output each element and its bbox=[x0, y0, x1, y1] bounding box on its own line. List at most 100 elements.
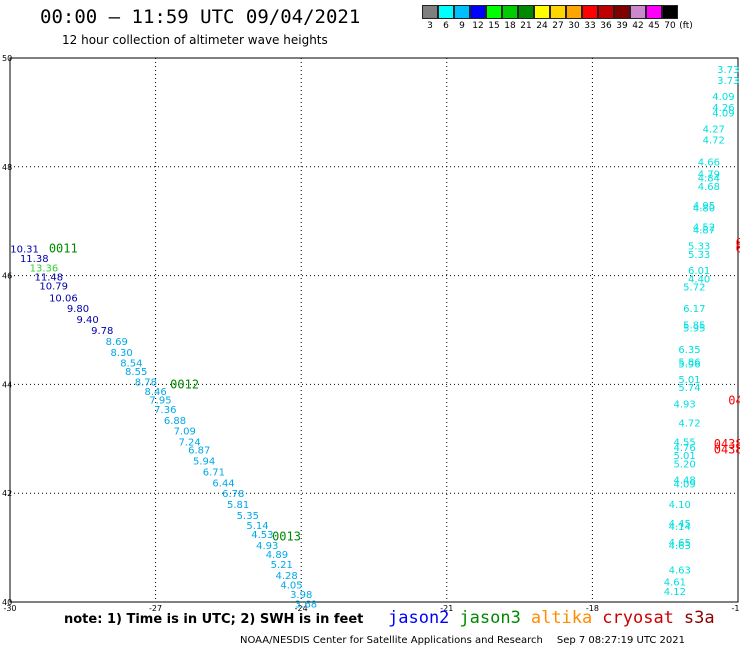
color-swatch bbox=[566, 5, 582, 19]
y-tick-label: 46 bbox=[2, 272, 12, 281]
wave-height-point: 4.40 bbox=[688, 274, 710, 285]
y-tick-label: 42 bbox=[2, 489, 12, 498]
color-scale-label: 27 bbox=[552, 21, 564, 31]
legend-jason2: jason2 bbox=[388, 608, 450, 628]
wave-height-point: 7.36 bbox=[154, 405, 176, 416]
x-tick-label: -24 bbox=[295, 604, 308, 613]
wave-height-point: 6.78 bbox=[222, 489, 244, 500]
color-swatch bbox=[614, 5, 630, 19]
legend-s3a: s3a bbox=[683, 608, 715, 628]
wave-height-point: 7.95 bbox=[149, 396, 171, 407]
color-swatch bbox=[646, 5, 662, 19]
wave-height-point: 5.20 bbox=[673, 459, 695, 470]
wave-height-point: 3.68 bbox=[295, 600, 317, 611]
color-scale-label: 42 bbox=[632, 21, 644, 31]
plot-frame bbox=[9, 57, 739, 603]
wave-height-point: 4.45 bbox=[669, 519, 691, 530]
pass-time-label: 0013 bbox=[272, 530, 301, 544]
wave-height-point: 8.55 bbox=[125, 367, 147, 378]
pass-time-label: 0012 bbox=[170, 377, 199, 391]
color-swatch-row bbox=[422, 5, 694, 19]
wave-height-point: 8.30 bbox=[110, 348, 132, 359]
wave-height-point: 4.26 bbox=[712, 103, 734, 114]
wave-height-point: 4.72 bbox=[703, 136, 725, 147]
color-scale-label: 70 bbox=[664, 21, 676, 31]
wave-height-point: 5.86 bbox=[678, 358, 700, 369]
color-swatch bbox=[582, 5, 598, 19]
wave-height-point: 4.09 bbox=[712, 92, 734, 103]
wave-height-point: 9.78 bbox=[91, 326, 113, 337]
color-scale-labels: 3 6 9 12 15 18 21 24 27 30 33 36 39 42 45 70 (ft) bbox=[422, 21, 694, 31]
color-swatch bbox=[518, 5, 534, 19]
wave-height-point: 8.54 bbox=[120, 359, 142, 370]
wave-height-point: 8.78 bbox=[135, 378, 157, 389]
pass-time-label: 0438 bbox=[714, 437, 740, 451]
x-tick-label: -18 bbox=[586, 604, 599, 613]
wave-height-point: 4.05 bbox=[280, 581, 302, 592]
wave-height-point: 5.81 bbox=[227, 500, 249, 511]
wave-height-point: 10.06 bbox=[49, 293, 78, 304]
wave-height-point: 10.31 bbox=[10, 244, 39, 255]
wave-height-point: 4.72 bbox=[678, 418, 700, 429]
wave-height-point: 4.65 bbox=[669, 538, 691, 549]
wave-height-point: 5.33 bbox=[688, 242, 710, 253]
color-scale-label: 39 bbox=[616, 21, 628, 31]
color-scale-label: 21 bbox=[520, 21, 532, 31]
wave-height-point: 5.33 bbox=[688, 250, 710, 261]
wave-height-point: 9.40 bbox=[77, 315, 99, 326]
legend-cryosat: cryosat bbox=[602, 608, 674, 628]
satellite-legend: jason2 jason3 altika cryosat s3a bbox=[388, 608, 725, 628]
wave-height-point: 4.61 bbox=[664, 577, 686, 588]
y-tick-label: 44 bbox=[2, 380, 12, 389]
color-scale-label: 33 bbox=[584, 21, 596, 31]
pass-time-label: 0438 bbox=[728, 394, 740, 408]
wave-height-point: 4.52 bbox=[693, 223, 715, 234]
wave-height-point: 4.87 bbox=[693, 225, 715, 236]
wave-height-point: 11.38 bbox=[20, 254, 49, 265]
wave-height-point: 4.63 bbox=[669, 565, 691, 576]
color-scale-label: 15 bbox=[488, 21, 500, 31]
wave-height-point: 5.14 bbox=[246, 521, 268, 532]
wave-height-point: 7.09 bbox=[174, 427, 196, 438]
color-swatch bbox=[550, 5, 566, 19]
y-tick-label: 40 bbox=[2, 598, 12, 607]
color-swatch bbox=[630, 5, 646, 19]
wave-height-point: 5.94 bbox=[193, 457, 215, 468]
color-scale-label: 24 bbox=[536, 21, 548, 31]
wave-height-point: 8.69 bbox=[106, 337, 128, 348]
x-tick-label: -27 bbox=[149, 604, 162, 613]
color-swatch bbox=[502, 5, 518, 19]
color-swatch bbox=[598, 5, 614, 19]
footer-note: note: 1) Time is in UTC; 2) SWH is in fe… bbox=[64, 612, 364, 627]
pass-time-label: 0438 bbox=[736, 241, 740, 255]
wave-height-point: 4.28 bbox=[276, 571, 298, 582]
wave-height-point: 3.98 bbox=[290, 590, 312, 601]
wave-height-point: 5.01 bbox=[678, 375, 700, 386]
color-swatch bbox=[662, 5, 678, 19]
timestamp: Sep 7 08:27:19 UTC 2021 bbox=[556, 635, 685, 646]
wave-height-point: 11.48 bbox=[35, 273, 64, 284]
wave-height-point: 5.74 bbox=[678, 383, 700, 394]
wave-height-point: 5.72 bbox=[683, 282, 705, 293]
wave-height-point: 9.80 bbox=[67, 304, 89, 315]
x-tick-label: -21 bbox=[440, 604, 453, 613]
wave-height-point: 4.09 bbox=[712, 108, 734, 119]
wave-height-point: 4.55 bbox=[673, 438, 695, 449]
x-tick-label: -15 bbox=[731, 604, 740, 613]
color-scale-label: 18 bbox=[504, 21, 516, 31]
wave-height-point: 5.01 bbox=[673, 451, 695, 462]
page-subtitle: 12 hour collection of altimeter wave hei… bbox=[62, 33, 328, 47]
legend-jason3: jason3 bbox=[459, 608, 521, 628]
color-scale-label: 6 bbox=[443, 21, 449, 31]
page-title: 00:00 – 11:59 UTC 09/04/2021 bbox=[40, 6, 361, 28]
wave-height-point: 6.17 bbox=[683, 304, 705, 315]
wave-height-point: 5.85 bbox=[683, 321, 705, 332]
wave-height-point: 4.12 bbox=[664, 587, 686, 598]
y-tick-label: 50 bbox=[2, 54, 12, 63]
wave-height-point: 7.24 bbox=[178, 438, 200, 449]
wave-height-point: 4.48 bbox=[673, 476, 695, 487]
wave-height-point: 4.95 bbox=[693, 201, 715, 212]
wave-height-point: 4.93 bbox=[256, 541, 278, 552]
wave-height-point: 6.71 bbox=[203, 467, 225, 478]
legend-altika: altika bbox=[530, 608, 593, 628]
